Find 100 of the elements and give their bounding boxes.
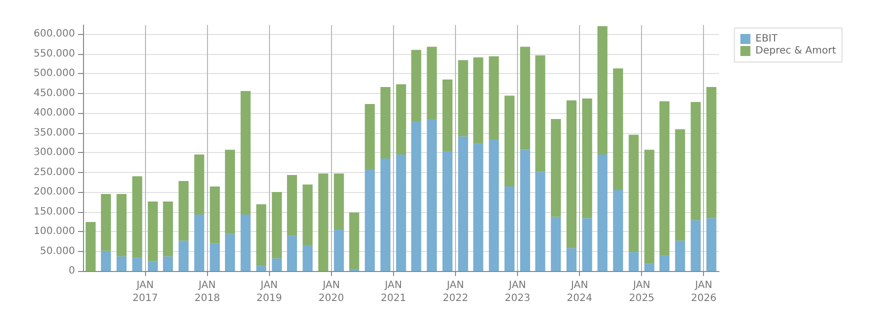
x-tick-label: JAN 2018 [194,280,220,304]
x-tick-label: JAN 2024 [566,280,592,304]
x-tick-label: JAN 2020 [318,280,344,304]
bar [396,84,406,155]
bar [566,100,577,248]
bar [458,136,468,271]
bar [162,202,173,256]
y-tick-label: 350.000 [34,127,75,138]
bar [488,140,499,271]
bar [582,98,592,218]
x-tick-label: JAN 2019 [256,280,282,304]
bar [364,170,375,271]
bar [566,248,577,271]
y-tick-label: 500.000 [34,68,75,80]
bar [411,50,422,121]
bar [334,230,344,271]
bar [597,154,608,271]
bar [380,158,390,271]
bar [520,150,530,271]
bar [659,256,670,271]
bar [194,154,204,215]
bar [100,194,111,251]
bar [148,202,158,262]
bar [582,218,592,271]
bar [690,220,701,271]
bar [535,55,546,172]
y-tick-label: 250.000 [34,166,75,178]
y-tick-label: 50.000 [40,246,75,257]
bar [148,261,158,271]
bar [628,134,639,252]
bar [224,234,235,271]
y-tick-label: 150.000 [34,206,75,218]
x-tick-label: JAN 2025 [628,280,654,304]
y-tick-label: 400.000 [34,108,75,119]
bar [240,90,251,215]
bar [597,26,608,155]
bar [396,154,406,271]
bar [302,184,313,245]
bar [488,56,499,140]
bar [256,204,266,266]
bar [349,212,360,270]
bar [380,86,390,158]
bar [426,46,437,119]
bar [520,46,530,150]
bar [613,68,624,190]
bar [458,60,468,136]
bar [178,240,189,271]
bar [550,118,561,217]
bar [442,79,452,151]
bar [240,214,251,271]
bar [628,252,639,271]
bar [613,190,624,271]
bar [426,118,437,271]
x-tick-label: JAN 2026 [690,280,716,304]
bar [86,222,96,271]
bar [287,236,297,271]
bar [162,256,173,271]
x-tick-label: JAN 2021 [380,280,406,304]
bar [318,173,328,271]
bar [550,216,561,271]
bar [706,86,716,218]
bar [116,256,127,271]
bar [473,57,484,144]
y-tick-label: 450.000 [34,88,75,99]
y-tick-label: 100.000 [34,226,75,238]
x-tick-label: JAN 2017 [132,280,158,304]
bar [706,218,716,271]
bar [100,250,111,271]
bar [504,186,514,271]
bar [210,186,220,244]
bar [224,150,235,234]
bar [132,176,142,258]
x-tick-label: JAN 2023 [504,280,530,304]
bar [411,120,422,271]
bar [675,240,686,271]
bar [178,180,189,241]
bar [334,173,344,230]
bar [644,150,654,264]
bar [272,192,282,258]
bar [473,144,484,271]
x-tick-label: JAN 2022 [442,280,468,304]
bar [535,172,546,271]
bar [116,194,127,256]
bar [132,258,142,271]
legend-label: EBIT [755,34,778,44]
y-tick-label: 550.000 [34,48,75,60]
y-tick-label: 200.000 [34,186,75,198]
bar [256,266,266,271]
bar [644,264,654,271]
bar [690,102,701,220]
y-tick-label: 600.000 [34,28,75,40]
bar [675,129,686,241]
legend-label: Deprec & Amort [755,46,836,56]
bar [272,258,282,271]
bar [287,175,297,236]
y-tick-label: 300.000 [34,147,75,158]
bar [302,244,313,271]
bar [364,104,375,170]
bar [442,150,452,271]
bar [210,243,220,271]
